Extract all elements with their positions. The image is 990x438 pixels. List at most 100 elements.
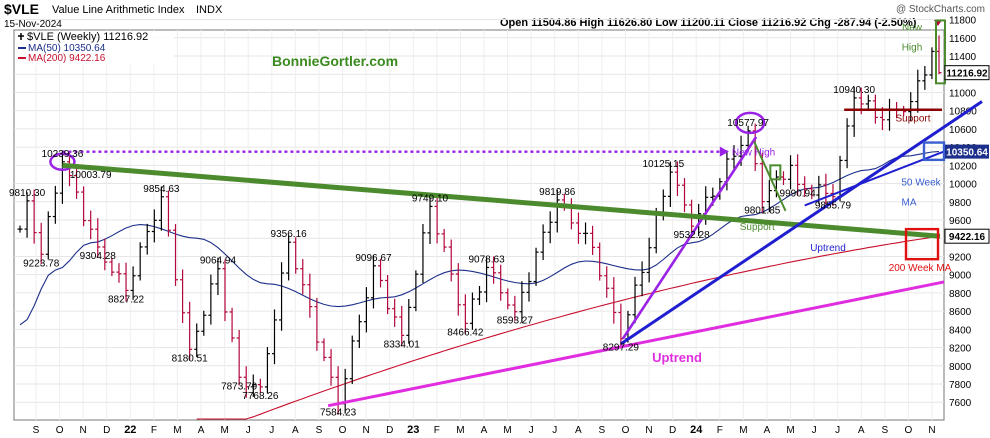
x-tick-label: J [835,425,840,436]
x-tick-label: D [669,425,676,436]
price-bar [300,259,306,295]
steep-uptrend-line [621,136,758,340]
price-label: 9810.30 [9,188,46,199]
price-bar [208,274,214,325]
x-tick-label: S [599,425,606,436]
price-bar [293,237,299,274]
price-bar [526,272,532,302]
x-tick-label: D [386,425,393,436]
legend: $VLE (Weekly) 11216.92 MA(50) 10350.64 M… [16,31,174,65]
price-bar [31,189,37,244]
price-bar [370,255,376,309]
price-label: 9854.63 [143,184,180,195]
price-bar [116,263,122,283]
price-bar [286,234,292,281]
annotation-new-high-top: High [902,43,923,54]
ma50-tag: 10350.64 [946,148,988,159]
price-bar [441,228,447,252]
price-label: 8593.27 [497,316,534,327]
annotation-support-green: Support [740,222,775,233]
y-tick-label: 9600 [949,216,972,227]
x-tick-label: O [56,425,64,436]
price-bar [314,297,320,351]
price-bar [123,262,129,302]
y-tick-label: 8800 [949,289,972,300]
chart-title: Value Line Arithmetic Index [52,4,185,16]
annotation-new-high-top: New [902,22,923,33]
x-tick-label: M [503,425,511,436]
x-tick-label: 22 [124,424,136,436]
ma50-path [19,151,940,326]
price-bar [52,185,58,224]
price-label: 9223.78 [23,258,60,269]
x-tick-label: S [882,425,889,436]
price-bar [604,266,610,298]
price-bar [547,211,553,244]
price-bar [173,224,179,286]
last-close-tag-bg [944,65,990,81]
y-tick-label: 8400 [949,325,972,336]
price-bars [17,35,942,415]
price-bar [590,225,596,255]
price-bar [229,307,235,343]
price-bar [922,65,928,90]
price-bar [95,218,101,259]
last-close-tag: 11216.92 [946,69,988,80]
price-bar [540,224,546,261]
price-bar [477,286,482,306]
price-bar [766,180,772,213]
x-tick-label: N [928,425,935,436]
price-bar [780,171,786,186]
price-bar [462,294,468,334]
price-bar [448,239,454,282]
ma50-line [19,151,940,326]
price-bar [399,305,405,347]
x-tick-label: A [575,425,582,436]
magenta-uptrend-line [327,280,945,408]
price-label: 10125.15 [642,159,684,170]
arrow-right-icon [719,146,729,157]
price-bar [731,145,737,171]
price-label: 8334.01 [384,339,421,350]
x-tick-label: N [645,425,652,436]
price-bar [795,154,801,196]
series-swatch-icon [18,33,24,40]
y-tick-label: 10600 [949,125,977,136]
x-tick-label: M [220,425,228,436]
price-bar [682,178,688,213]
price-bar [243,366,249,398]
watermark: @ StockCharts.com [896,4,985,15]
x-tick-label: J [246,425,251,436]
annotation-ma50: MA [902,197,917,208]
price-bar [865,94,871,111]
price-bar [512,295,518,321]
x-tick-label: J [552,425,557,436]
ma200-box [904,227,940,261]
y-tick-label: 10000 [949,180,977,191]
price-label: 9064.94 [200,256,237,267]
y-tick-label: 7800 [949,380,972,391]
x-tick-label: D [103,425,110,436]
ma200-tag-bg [944,228,990,244]
price-bar [575,212,581,244]
chart-date: 15-Nov-2024 [4,19,62,30]
price-labels: 9810.30 9223.78 10239.36 10003.79 9304.28 882… [9,85,875,419]
ohlc-readout: Open 11504.86 High 11626.80 Low 11200.11… [500,17,917,29]
x-tick-label: A [764,425,771,436]
x-tick-label: O [339,425,347,436]
price-label: 8827.22 [108,294,145,305]
price-bar [611,277,617,324]
blue-uptrend-line-2 [804,144,961,207]
price-bar [788,155,794,190]
chart-exchange: INDX [196,4,223,16]
price-bar [215,257,221,296]
x-tick-label: S [316,425,323,436]
legend-ma50: MA(50) 10350.64 [28,43,106,54]
high-circle-2021 [49,152,76,172]
price-bar [385,275,391,315]
price-bar [180,269,186,324]
price-bar [236,329,242,386]
price-bar [257,378,263,393]
price-bar [908,92,914,122]
price-bar [264,347,270,394]
